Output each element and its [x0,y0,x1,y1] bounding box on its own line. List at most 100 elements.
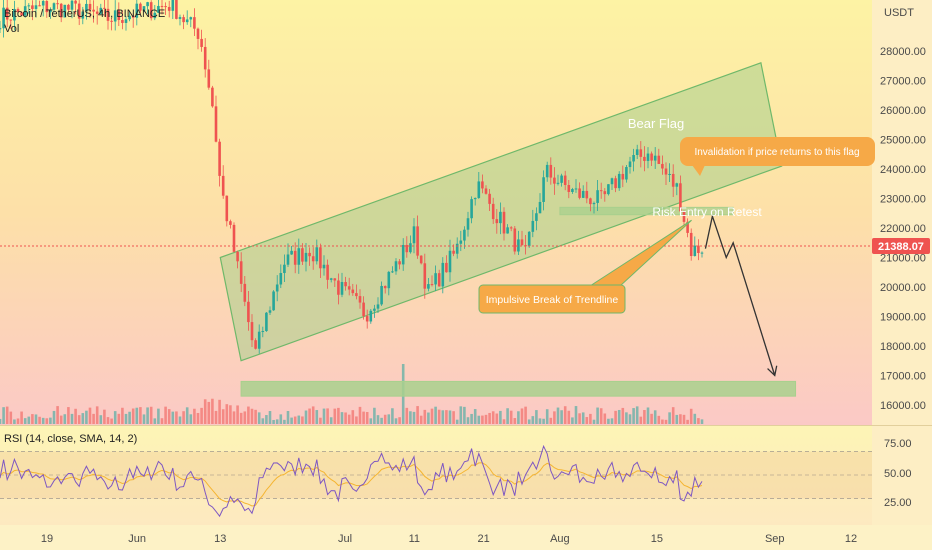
bear-flag-channel[interactable] [219,61,783,362]
candle-body [52,3,56,10]
projection-path[interactable] [704,213,776,376]
candle-body [545,164,549,178]
candle-body [628,161,632,168]
volume-bar [290,417,293,424]
candle-body [95,11,99,14]
volume-bar [398,417,401,424]
candle-body [347,286,351,290]
time-axis-background [0,525,932,550]
candle-body [182,17,185,23]
invalidation-label: Invalidation if price returns to this fl… [694,147,859,158]
volume-bar [88,407,92,424]
candle-body [675,183,679,187]
candle-body [38,5,41,7]
volume-bar [142,414,146,424]
price-axis[interactable]: 28000.00 27000.00 26000.00 25000.00 24000.00… [880,46,926,412]
volume-bars [0,364,704,424]
candle-body [592,202,596,205]
volume-bar [268,411,272,424]
volume-bar [229,405,232,424]
candle-body [88,3,92,10]
volume-bar [391,408,394,424]
volume-bar [635,406,639,424]
candle-body [20,12,23,16]
risk-entry-zone[interactable] [559,206,734,216]
time-tick-label: Aug [550,533,570,545]
candle-body [596,190,599,203]
volume-bar [275,419,279,424]
candle-body [599,190,603,192]
candle-body [607,184,610,195]
volume-bar [495,413,499,424]
impulsive-break-callout[interactable]: Impulsive Break of Trendline [478,219,692,314]
candle-body [185,19,189,23]
volume-bar [664,419,668,424]
candle-body [9,19,13,21]
time-tick-label: 21 [478,533,490,545]
candle-body [369,310,373,322]
candle-body [621,173,625,180]
volume-bar [488,412,491,424]
candle-body [250,322,254,341]
candle-body [344,282,347,287]
volume-bar [517,411,520,424]
volume-bar [527,419,531,424]
volume-bar [560,410,563,424]
candle-body [427,284,430,289]
volume-bar [466,417,470,424]
candle-body [286,254,290,265]
candle-body [16,8,20,13]
volume-bar [610,418,614,424]
candle-body [391,271,394,273]
volume-bar [344,412,347,424]
volume-bar [632,408,635,424]
volume-bar [160,418,164,424]
candle-body [549,164,553,178]
volume-bar [171,411,175,424]
volume-bar [671,407,675,424]
candle-body [106,8,110,21]
volume-bar [167,409,171,424]
volume-bar [509,410,513,424]
volume-bar [589,413,592,424]
target-zone[interactable] [240,380,797,397]
volume-bar [380,417,383,424]
price-axis-background [872,0,932,525]
volume-bar [236,405,239,424]
volume-bar [5,406,9,424]
candle-body [535,213,538,221]
time-tick-label: 11 [409,533,420,545]
candle-body [311,256,315,262]
candle-body [610,178,614,185]
volume-bar [67,407,70,424]
time-axis[interactable]: 19 Jun 13 Jul 11 21 Aug 15 Sep 12 [41,533,857,545]
volume-bar [121,407,124,424]
volume-bar [178,416,182,424]
candle-body [405,244,409,253]
volume-bar [182,411,185,424]
symbol-title[interactable]: Bitcoin / TetherUS, 4h, BINANCE [4,8,165,20]
volume-bar [329,417,333,424]
candle-body [211,87,214,107]
candle-body [387,271,391,289]
candle-body [455,243,459,254]
volume-bar [607,418,610,424]
time-tick-label: Jul [338,533,352,545]
candle-body [693,245,697,257]
callout-box [478,284,626,314]
volume-bar [337,407,340,424]
candle-body [243,283,247,302]
volume-bar [506,408,509,424]
rsi-label[interactable]: RSI (14, close, SMA, 14, 2) [4,433,137,445]
volume-bar [373,407,376,424]
candle-body [509,227,513,229]
candle-body [189,17,193,20]
candle-body [103,7,106,9]
volume-bar [592,419,596,424]
volume-bar [470,413,473,424]
candle-body [247,301,250,323]
price-tick-label: 19000.00 [880,312,926,324]
invalidation-callout[interactable]: Invalidation if price returns to this fl… [680,137,875,176]
volume-bar [196,412,200,424]
candle-body [416,226,419,256]
